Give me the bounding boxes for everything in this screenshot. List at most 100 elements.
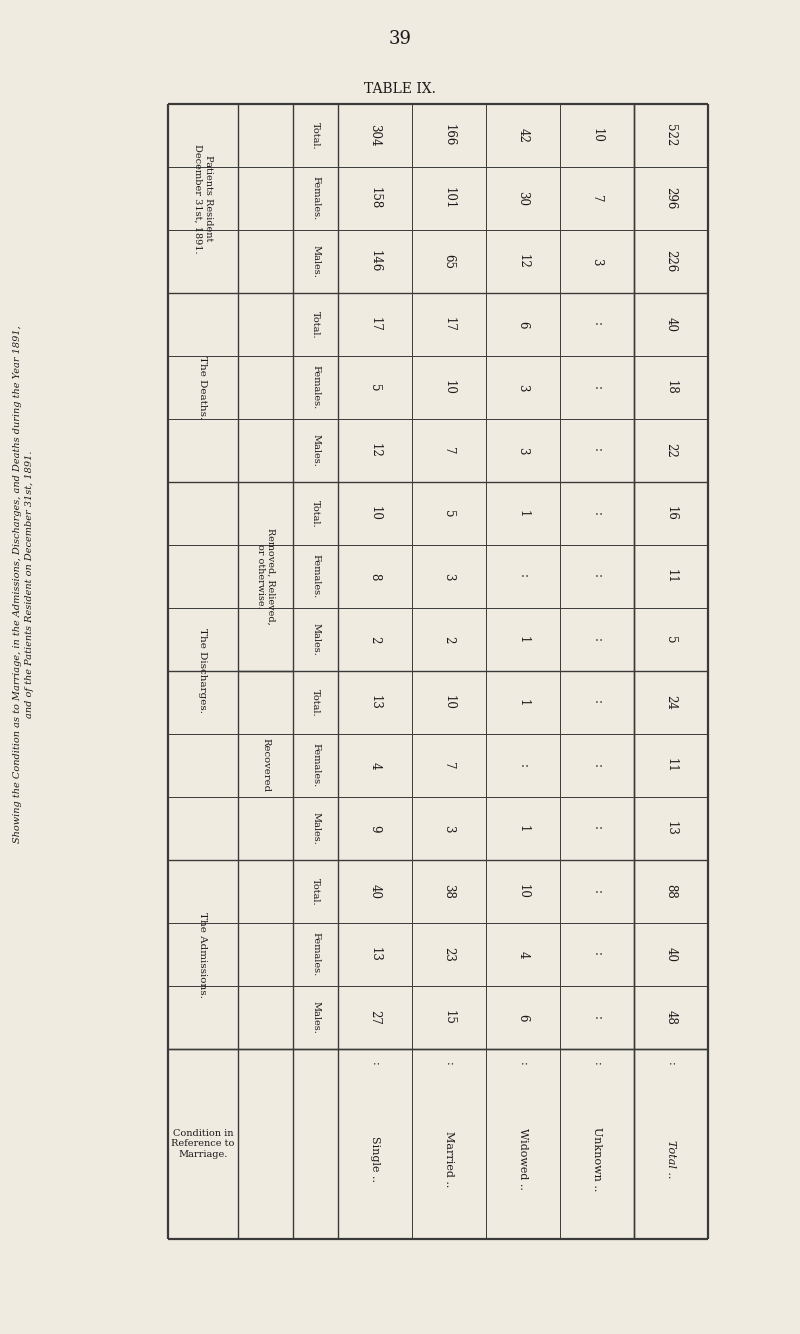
Text: Total.: Total. bbox=[311, 500, 320, 527]
Text: :: : bbox=[590, 952, 603, 956]
Text: Females.: Females. bbox=[311, 366, 320, 410]
Text: Males.: Males. bbox=[311, 623, 320, 656]
Text: 5: 5 bbox=[665, 636, 678, 643]
Text: Total.: Total. bbox=[311, 311, 320, 339]
Text: Total.: Total. bbox=[311, 121, 320, 149]
Text: 17: 17 bbox=[442, 317, 455, 332]
Text: :: : bbox=[370, 1062, 380, 1066]
Text: :: : bbox=[590, 386, 603, 390]
Text: :: : bbox=[592, 1062, 602, 1066]
Text: 8: 8 bbox=[369, 572, 382, 580]
Text: 1: 1 bbox=[517, 510, 530, 518]
Text: :: : bbox=[590, 827, 603, 831]
Text: 3: 3 bbox=[517, 384, 530, 391]
Text: :: : bbox=[590, 890, 603, 894]
Text: 3: 3 bbox=[590, 257, 603, 265]
Text: :: : bbox=[590, 1015, 603, 1019]
Text: 10: 10 bbox=[442, 380, 455, 395]
Text: 88: 88 bbox=[665, 884, 678, 899]
Text: :: : bbox=[517, 575, 530, 579]
Text: 10: 10 bbox=[517, 884, 530, 899]
Text: 42: 42 bbox=[517, 128, 530, 143]
Text: 3: 3 bbox=[442, 824, 455, 832]
Text: 158: 158 bbox=[369, 187, 382, 209]
Text: Showing the Condition as to Marriage, in the Admissions, Discharges, and Deaths : Showing the Condition as to Marriage, in… bbox=[14, 325, 22, 843]
Text: 5: 5 bbox=[369, 384, 382, 391]
Text: Patients Resident
December 31st, 1891.: Patients Resident December 31st, 1891. bbox=[194, 144, 213, 253]
Text: :: : bbox=[517, 763, 530, 767]
Text: Females.: Females. bbox=[311, 555, 320, 599]
Text: 1: 1 bbox=[517, 824, 530, 832]
Text: Total.: Total. bbox=[311, 688, 320, 716]
Text: :: : bbox=[590, 638, 603, 642]
Text: 40: 40 bbox=[665, 317, 678, 332]
Text: 22: 22 bbox=[665, 443, 678, 458]
Text: 40: 40 bbox=[665, 947, 678, 962]
Text: 6: 6 bbox=[517, 320, 530, 328]
Text: Recovered: Recovered bbox=[261, 739, 270, 792]
Text: Males.: Males. bbox=[311, 1000, 320, 1034]
Text: :: : bbox=[444, 1062, 454, 1066]
Text: 6: 6 bbox=[517, 1014, 530, 1022]
Text: 30: 30 bbox=[517, 191, 530, 205]
Text: Females.: Females. bbox=[311, 743, 320, 787]
Text: 3: 3 bbox=[442, 572, 455, 580]
Text: The Deaths.: The Deaths. bbox=[198, 356, 207, 419]
Text: 1: 1 bbox=[517, 699, 530, 706]
Text: :: : bbox=[590, 763, 603, 767]
Text: 2: 2 bbox=[369, 636, 382, 643]
Text: The Admissions.: The Admissions. bbox=[198, 911, 207, 998]
Text: :: : bbox=[590, 700, 603, 704]
Text: :: : bbox=[518, 1062, 528, 1066]
Text: Widowed ..: Widowed .. bbox=[518, 1129, 528, 1190]
Text: 11: 11 bbox=[665, 758, 678, 772]
Text: :: : bbox=[590, 323, 603, 327]
Text: 10: 10 bbox=[442, 695, 455, 710]
Text: 23: 23 bbox=[442, 947, 455, 962]
Text: 4: 4 bbox=[517, 951, 530, 958]
Text: 10: 10 bbox=[590, 128, 603, 143]
Text: :: : bbox=[666, 1062, 676, 1066]
Text: Unknown ..: Unknown .. bbox=[592, 1127, 602, 1191]
Text: and of the Patients Resident on December 31st, 1891.: and of the Patients Resident on December… bbox=[26, 451, 34, 718]
Text: 12: 12 bbox=[369, 443, 382, 458]
Text: 146: 146 bbox=[369, 251, 382, 272]
Text: Males.: Males. bbox=[311, 245, 320, 277]
Text: 27: 27 bbox=[369, 1010, 382, 1025]
Text: 7: 7 bbox=[442, 762, 455, 770]
Text: Single ..: Single .. bbox=[370, 1137, 380, 1182]
Text: 38: 38 bbox=[442, 884, 455, 899]
Text: Males.: Males. bbox=[311, 434, 320, 467]
Text: 3: 3 bbox=[517, 447, 530, 455]
Text: Condition in
Reference to
Marriage.: Condition in Reference to Marriage. bbox=[171, 1129, 234, 1159]
Text: 11: 11 bbox=[665, 570, 678, 584]
Text: The Discharges.: The Discharges. bbox=[198, 628, 207, 714]
Text: Males.: Males. bbox=[311, 812, 320, 844]
Text: 166: 166 bbox=[442, 124, 455, 147]
Text: Females.: Females. bbox=[311, 176, 320, 220]
Text: 7: 7 bbox=[590, 195, 603, 203]
Text: 15: 15 bbox=[442, 1010, 455, 1025]
Text: 2: 2 bbox=[442, 636, 455, 643]
Text: 18: 18 bbox=[665, 380, 678, 395]
Text: 9: 9 bbox=[369, 824, 382, 832]
Text: 13: 13 bbox=[369, 695, 382, 710]
Text: Removed, Relieved,
or otherwise.: Removed, Relieved, or otherwise. bbox=[256, 528, 275, 624]
Text: 101: 101 bbox=[442, 187, 455, 209]
Text: :: : bbox=[590, 575, 603, 579]
Text: 48: 48 bbox=[665, 1010, 678, 1025]
Text: 39: 39 bbox=[389, 29, 411, 48]
Text: 7: 7 bbox=[442, 447, 455, 455]
Text: 10: 10 bbox=[369, 506, 382, 522]
Text: 12: 12 bbox=[517, 253, 530, 269]
Text: 4: 4 bbox=[369, 762, 382, 770]
Text: 65: 65 bbox=[442, 253, 455, 269]
Text: 13: 13 bbox=[665, 820, 678, 836]
Text: 16: 16 bbox=[665, 506, 678, 522]
Text: Females.: Females. bbox=[311, 932, 320, 976]
Text: TABLE IX.: TABLE IX. bbox=[364, 81, 436, 96]
Text: 40: 40 bbox=[369, 884, 382, 899]
Text: Married ..: Married .. bbox=[444, 1131, 454, 1187]
Text: 304: 304 bbox=[369, 124, 382, 147]
Text: 13: 13 bbox=[369, 947, 382, 962]
